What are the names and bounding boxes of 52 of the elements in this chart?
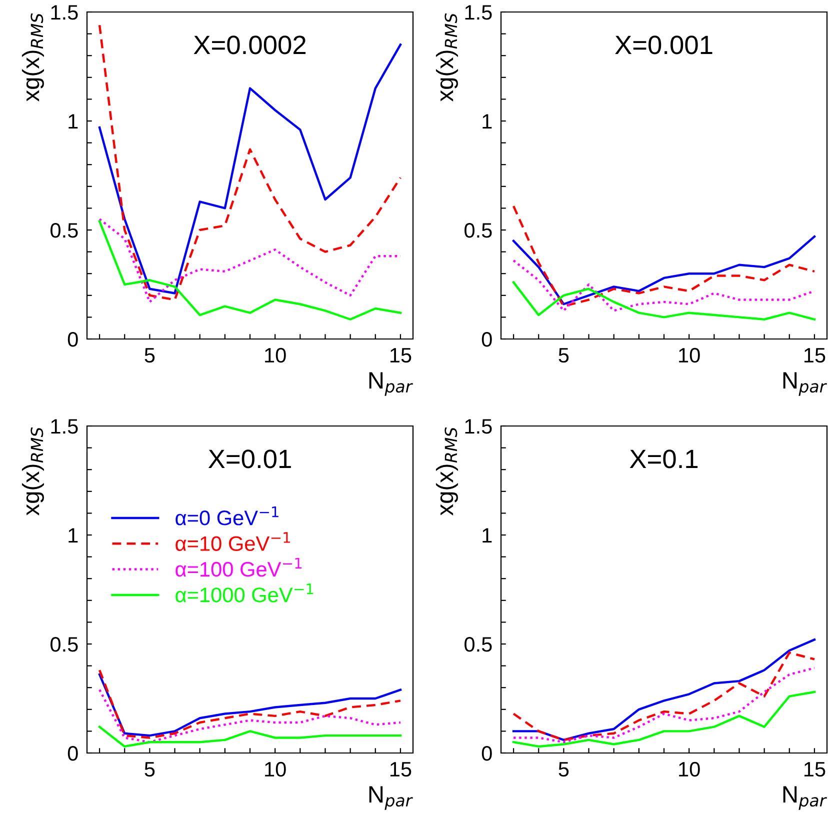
line-series [98, 688, 402, 744]
y-axis-title: xg(x)$_{RMS}$ [22, 13, 44, 102]
line-series [512, 281, 816, 320]
legend-label: α=1000 GeV$^{−1}$ [176, 584, 314, 602]
text: X=0.01 [208, 450, 291, 468]
line-series [98, 220, 402, 320]
y-tick-label: 0 [68, 332, 78, 347]
x-tick-label: 10 [265, 348, 286, 363]
x-tick-label: 5 [144, 762, 155, 777]
y-tick-label: 1.5 [51, 419, 78, 434]
y-tick-label: 0.5 [464, 637, 492, 652]
x-tick-label: 15 [804, 348, 826, 363]
x-tick-label: 10 [679, 348, 700, 363]
y-axis-title: xg(x)$_{RMS}$ [22, 427, 44, 516]
legend-label: α=10 GeV$^{−1}$ [176, 532, 290, 551]
line-series [512, 666, 816, 744]
y-tick-label: 1 [68, 114, 78, 129]
x-tick-label: 5 [558, 348, 569, 363]
y-tick-label: 1.5 [465, 5, 492, 20]
line-series [98, 726, 402, 748]
text: X=0.001 [615, 36, 712, 54]
y-axis-title: xg(x)$_{RMS}$ [436, 13, 458, 102]
y-tick-label: 0 [482, 746, 492, 761]
x-tick-label: 5 [558, 762, 569, 777]
y-tick-label: 0.5 [464, 223, 492, 238]
x-axis-title: N$_{par}$ [369, 786, 413, 810]
x-axis-title: N$_{par}$ [369, 372, 413, 396]
y-axis-title: xg(x)$_{RMS}$ [436, 427, 458, 516]
x-axis-title: N$_{par}$ [783, 786, 827, 810]
y-tick-label: 0 [482, 332, 492, 347]
y-tick-label: 0.5 [50, 637, 78, 652]
y-tick-label: 1 [482, 528, 492, 543]
y-tick-label: 0 [68, 746, 78, 761]
x-axis-title: N$_{par}$ [783, 372, 827, 396]
y-tick-label: 1 [68, 528, 78, 543]
y-tick-label: 1.5 [51, 5, 78, 20]
x-tick-label: 10 [679, 762, 700, 777]
legend-label: α=100 GeV$^{−1}$ [176, 558, 302, 577]
text: X=0.1 [630, 450, 698, 468]
legend-label: α=0 GeV$^{−1}$ [176, 506, 278, 526]
line-series [512, 235, 816, 306]
x-tick-label: 15 [390, 762, 412, 777]
x-tick-label: 15 [390, 348, 412, 363]
line-series [512, 690, 816, 748]
x-tick-label: 10 [265, 762, 286, 777]
x-tick-label: 5 [144, 348, 155, 363]
x-tick-label: 15 [804, 762, 826, 777]
line-series [512, 204, 816, 308]
y-tick-label: 1 [482, 114, 492, 129]
text: X=0.0002 [194, 36, 306, 54]
y-tick-label: 0.5 [50, 223, 78, 238]
y-tick-label: 1.5 [465, 419, 492, 434]
